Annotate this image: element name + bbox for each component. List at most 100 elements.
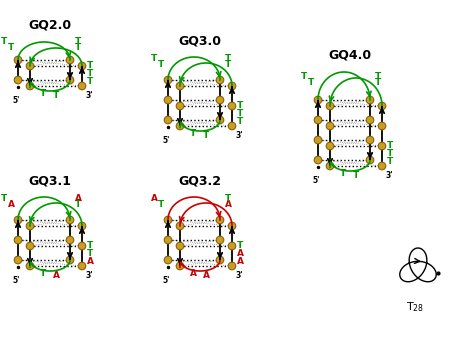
Circle shape [26,222,34,230]
Circle shape [228,102,236,110]
Text: GQ4.0: GQ4.0 [328,49,372,62]
Text: T: T [387,141,393,150]
Text: A: A [53,271,60,280]
Text: A: A [190,269,197,278]
Text: A: A [75,194,82,203]
Circle shape [26,242,34,250]
Text: 5': 5' [162,136,170,145]
Text: T: T [53,91,59,100]
Text: 5': 5' [12,276,20,285]
Text: A: A [237,257,244,266]
Text: A: A [151,194,157,203]
Text: T: T [387,157,393,166]
Circle shape [378,122,386,130]
Text: T: T [75,37,81,46]
Text: GQ3.0: GQ3.0 [179,34,221,47]
Text: 5': 5' [12,96,20,105]
Circle shape [228,222,236,230]
Circle shape [78,62,86,70]
Text: T: T [75,43,81,52]
Text: T: T [203,131,209,140]
Text: T: T [151,54,157,63]
Circle shape [216,116,224,124]
Circle shape [78,222,86,230]
Circle shape [164,216,172,224]
Circle shape [14,236,22,244]
Circle shape [326,122,334,130]
Circle shape [176,122,184,130]
Text: 5': 5' [162,276,170,285]
Text: T: T [237,241,243,250]
Circle shape [366,156,374,164]
Text: T: T [1,37,7,46]
Circle shape [66,56,74,64]
Text: 3': 3' [86,271,94,280]
Circle shape [26,262,34,270]
Circle shape [326,142,334,150]
Circle shape [228,122,236,130]
Text: T: T [87,77,93,86]
Text: GQ3.1: GQ3.1 [28,174,72,187]
Circle shape [378,102,386,110]
Text: T: T [87,69,93,78]
Circle shape [216,236,224,244]
Text: T: T [225,194,231,203]
Text: T: T [340,169,346,178]
Circle shape [228,262,236,270]
Text: T: T [158,200,164,209]
Text: T: T [1,194,7,203]
Circle shape [14,256,22,264]
Text: A: A [225,200,232,209]
Text: T: T [158,60,164,69]
Circle shape [314,156,322,164]
Circle shape [176,242,184,250]
Text: GQ2.0: GQ2.0 [28,19,72,32]
Text: 3': 3' [236,131,244,140]
Text: A: A [87,257,94,266]
Circle shape [366,96,374,104]
Circle shape [66,236,74,244]
Circle shape [314,96,322,104]
Text: GQ3.2: GQ3.2 [179,174,221,187]
Text: A: A [237,249,244,258]
Circle shape [66,76,74,84]
Text: T: T [301,71,307,81]
Text: T: T [40,89,46,98]
Circle shape [176,102,184,110]
Circle shape [78,242,86,250]
Circle shape [366,116,374,124]
Circle shape [164,76,172,84]
Circle shape [176,262,184,270]
Text: T: T [353,171,359,180]
Circle shape [314,136,322,144]
Text: T: T [8,43,14,52]
Circle shape [228,242,236,250]
Circle shape [378,162,386,170]
Circle shape [26,62,34,70]
Text: 3': 3' [236,271,244,280]
Circle shape [314,116,322,124]
Circle shape [216,96,224,104]
Circle shape [176,82,184,90]
Text: T: T [308,78,314,87]
Text: 5': 5' [312,176,320,185]
Text: T: T [237,101,243,110]
Text: A: A [202,271,210,280]
Circle shape [326,102,334,110]
Circle shape [78,82,86,90]
Text: T: T [87,249,93,258]
Circle shape [164,236,172,244]
Text: A: A [8,200,15,209]
Circle shape [326,162,334,170]
Text: 3': 3' [386,171,393,180]
Text: T: T [387,149,393,158]
Circle shape [26,82,34,90]
Text: T: T [87,241,93,250]
Circle shape [216,216,224,224]
Circle shape [66,216,74,224]
Text: T: T [40,269,46,278]
Circle shape [66,256,74,264]
Circle shape [164,256,172,264]
Circle shape [78,262,86,270]
Text: T: T [375,78,381,87]
